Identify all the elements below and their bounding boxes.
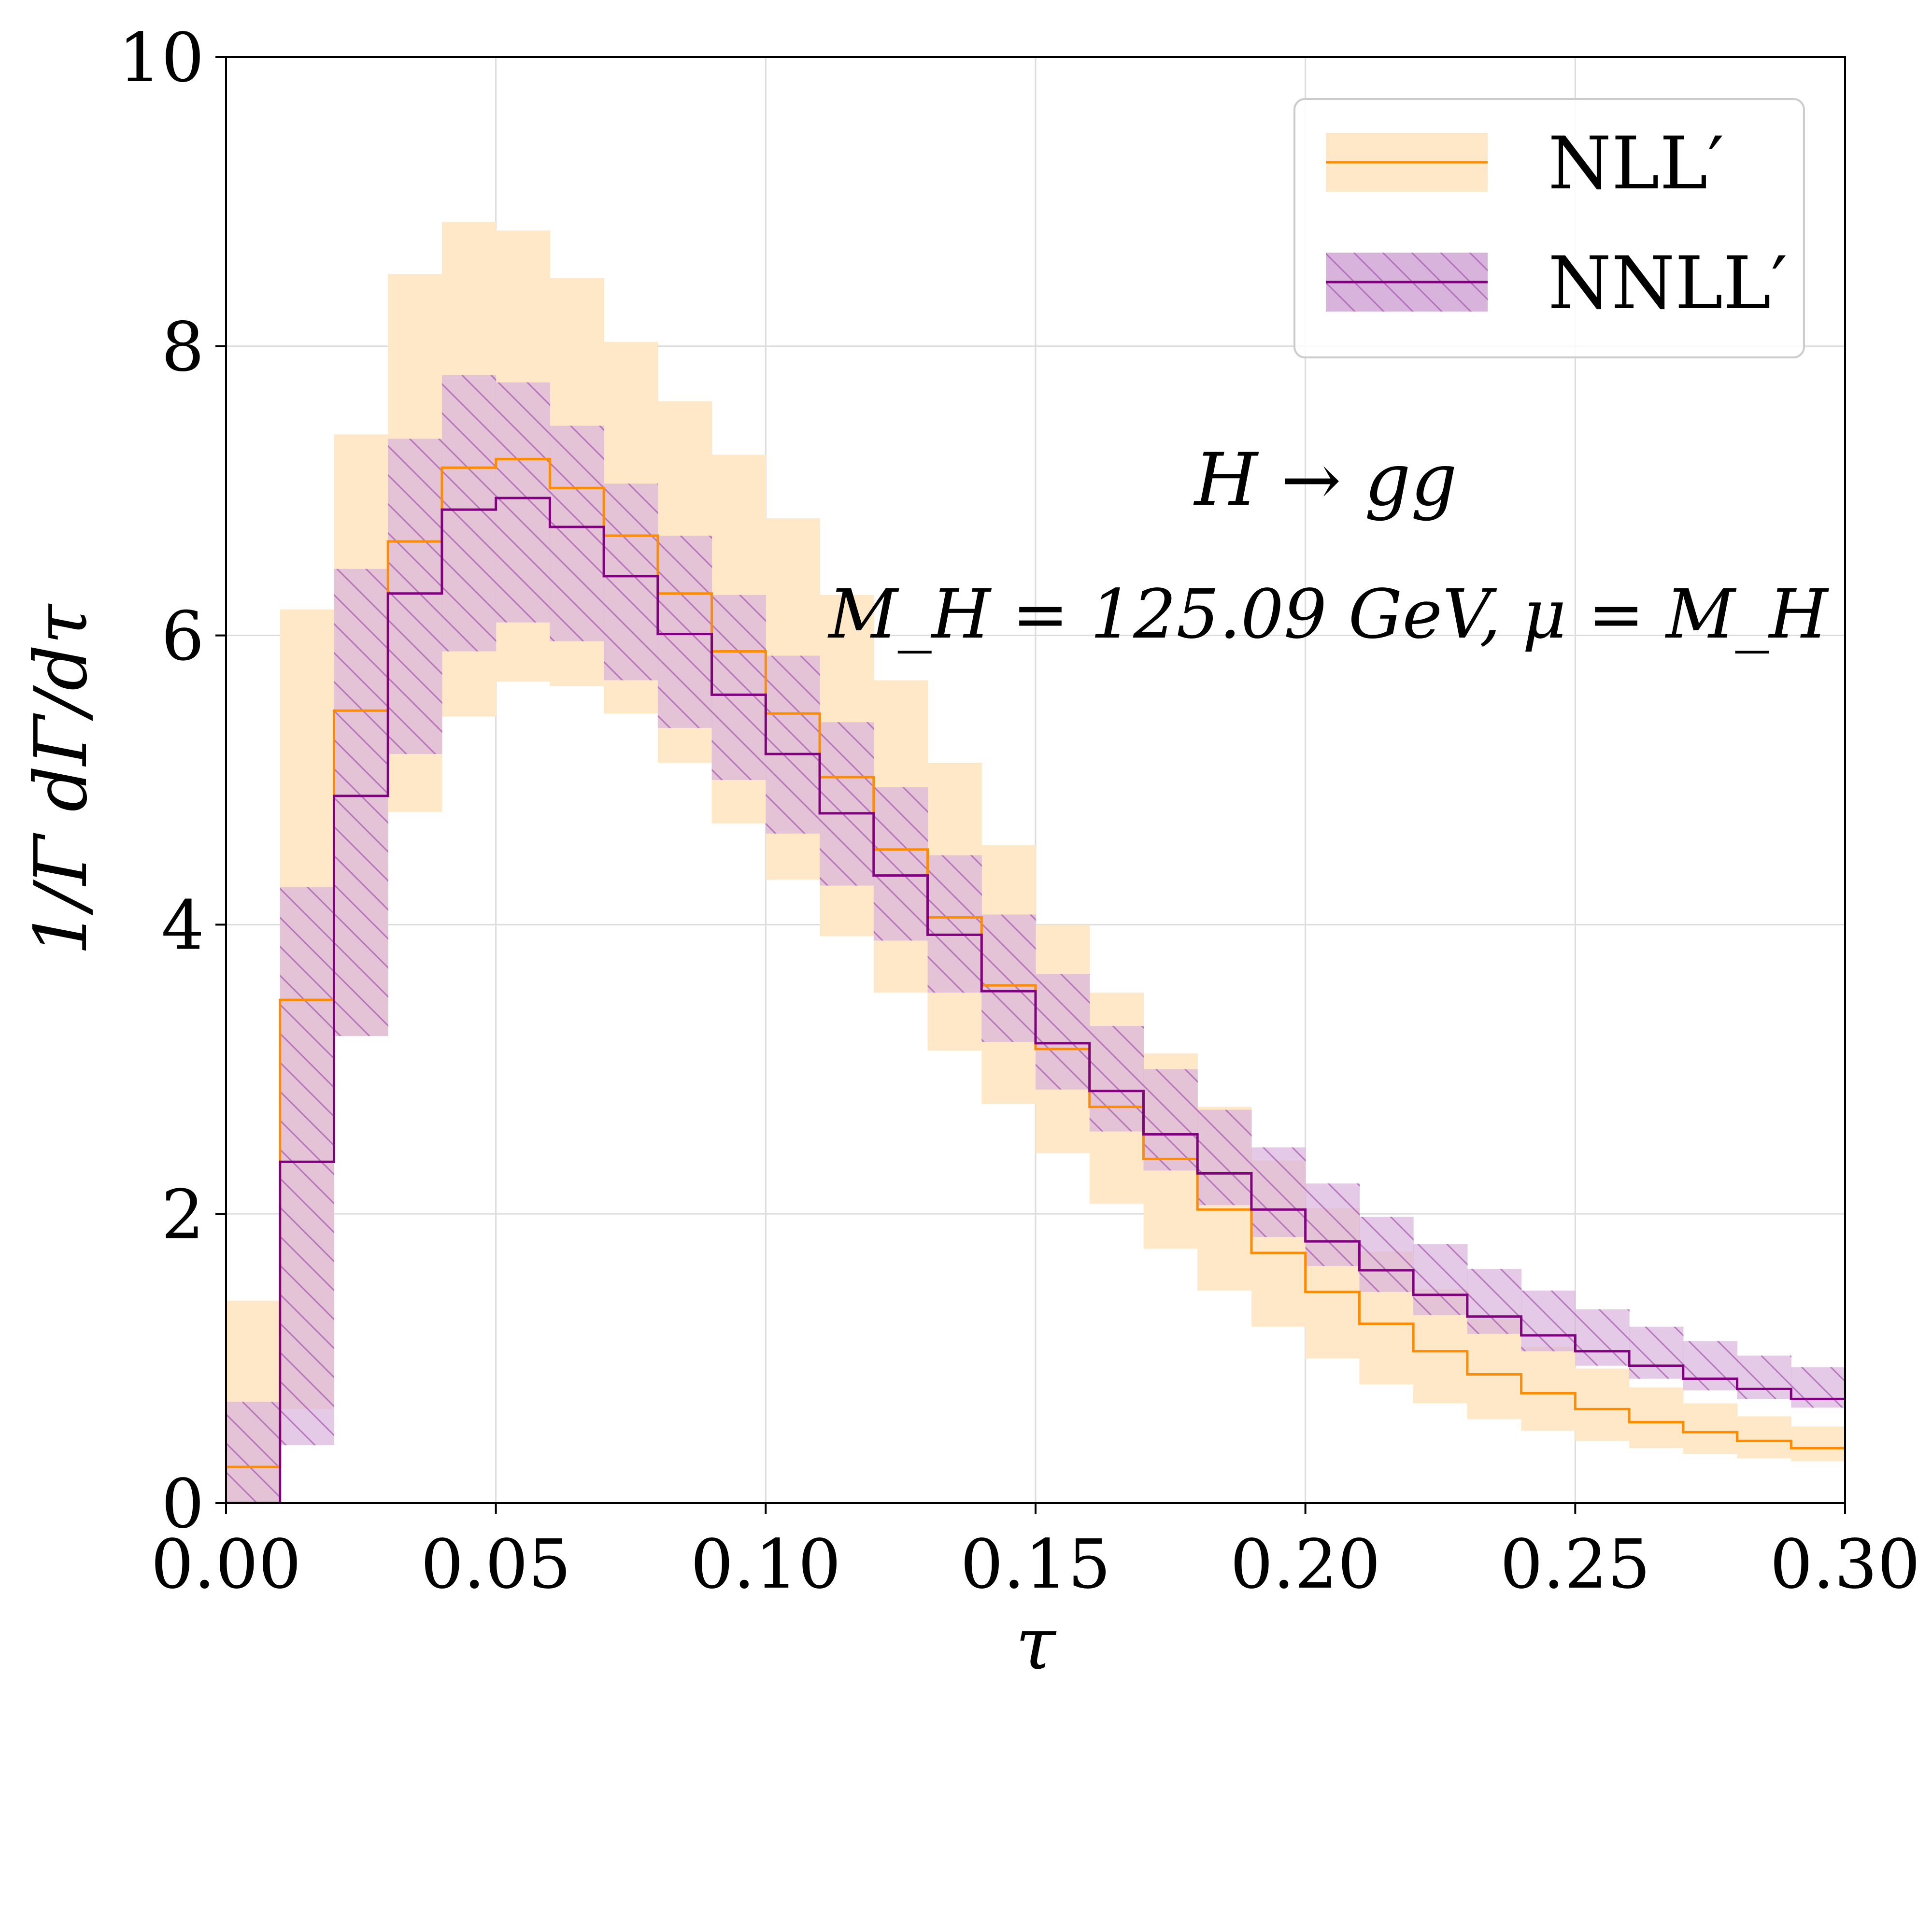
nnll-band-hatch xyxy=(1089,1025,1144,1132)
nnll-band-hatch xyxy=(280,887,335,1446)
legend: NLL′ NNLL′ xyxy=(1293,98,1805,358)
legend-nll-label: NLL′ xyxy=(1548,122,1724,206)
nnll-band-hatch xyxy=(1683,1341,1738,1391)
nnll-band-hatch xyxy=(1629,1326,1684,1379)
x-tick-label: 0.00 xyxy=(151,1525,301,1604)
uncertainty-bands xyxy=(226,222,1845,1503)
nnll-band-hatch xyxy=(226,1402,281,1503)
nnll-band-hatch xyxy=(334,568,388,1036)
nll-band-bin xyxy=(1683,1403,1738,1454)
nnll-band-hatch xyxy=(604,483,658,681)
nnll-band-hatch xyxy=(1197,1109,1252,1206)
nnll-band-hatch xyxy=(1143,1069,1198,1171)
nnll-band-hatch xyxy=(1036,974,1090,1090)
y-tick-label: 8 xyxy=(161,308,204,387)
nnll-band-hatch xyxy=(496,382,550,623)
nnll-band-hatch xyxy=(1251,1147,1306,1237)
y-tick-label: 0 xyxy=(161,1465,204,1544)
nnll-band-hatch xyxy=(927,855,982,993)
annotation-process: H → gg xyxy=(1193,438,1457,522)
nnll-band-hatch xyxy=(1413,1244,1468,1315)
y-tick-label: 2 xyxy=(161,1176,204,1254)
x-tick-label: 0.30 xyxy=(1770,1525,1920,1604)
nnll-band-hatch xyxy=(657,536,712,728)
x-tick-label: 0.25 xyxy=(1500,1525,1650,1604)
nll-band-bin xyxy=(1467,1319,1522,1420)
central-lines xyxy=(226,457,1845,1503)
nnll-band-hatch xyxy=(1737,1355,1791,1399)
legend-nnll-label: NNLL′ xyxy=(1548,242,1788,326)
nnll-band-hatch xyxy=(1359,1217,1414,1292)
nnll-band-hatch xyxy=(441,375,497,652)
y-tick-label: 4 xyxy=(161,886,204,965)
y-tick-label: 6 xyxy=(161,597,204,676)
x-tick-label: 0.15 xyxy=(960,1525,1111,1604)
nll-band-bin xyxy=(1791,1426,1845,1462)
nnll-band-hatch xyxy=(766,655,820,834)
nnll-band-hatch xyxy=(981,914,1036,1042)
x-axis-label: τ xyxy=(1016,1602,1057,1686)
nnll-band-hatch xyxy=(820,722,874,886)
x-tick-label: 0.20 xyxy=(1230,1525,1381,1604)
y-tick-label: 10 xyxy=(118,19,204,98)
axis-ticks: 0.00 0.05 0.10 0.15 0.20 0.25 0.30 0 2 4 6 8 10 xyxy=(118,19,1920,1604)
nnll-band-hatch xyxy=(1575,1309,1630,1366)
annotation-parameters: M_H = 125.09 GeV, μ = M_H xyxy=(827,575,1829,654)
nll-band-bin xyxy=(1521,1347,1576,1431)
nnll-band-hatch xyxy=(1467,1268,1522,1334)
nnll-band-hatch xyxy=(1521,1290,1576,1351)
x-tick-label: 0.10 xyxy=(690,1525,841,1604)
nnll-band-hatch xyxy=(1305,1183,1360,1266)
nnll-band-hatch xyxy=(550,426,604,641)
nll-band-bin xyxy=(1575,1368,1630,1441)
nnll-band-hatch xyxy=(711,595,766,780)
nnll-band-hatch xyxy=(388,439,442,754)
y-axis-label: 1/Γ dΓ/dτ xyxy=(19,603,103,955)
nnll-band-hatch xyxy=(1791,1367,1845,1408)
nnll-band-hatch xyxy=(873,787,928,941)
nll-band-bin xyxy=(1737,1416,1791,1459)
x-tick-label: 0.05 xyxy=(421,1525,571,1604)
nll-band-bin xyxy=(1629,1387,1684,1449)
nnll-central-line xyxy=(226,497,1845,1503)
